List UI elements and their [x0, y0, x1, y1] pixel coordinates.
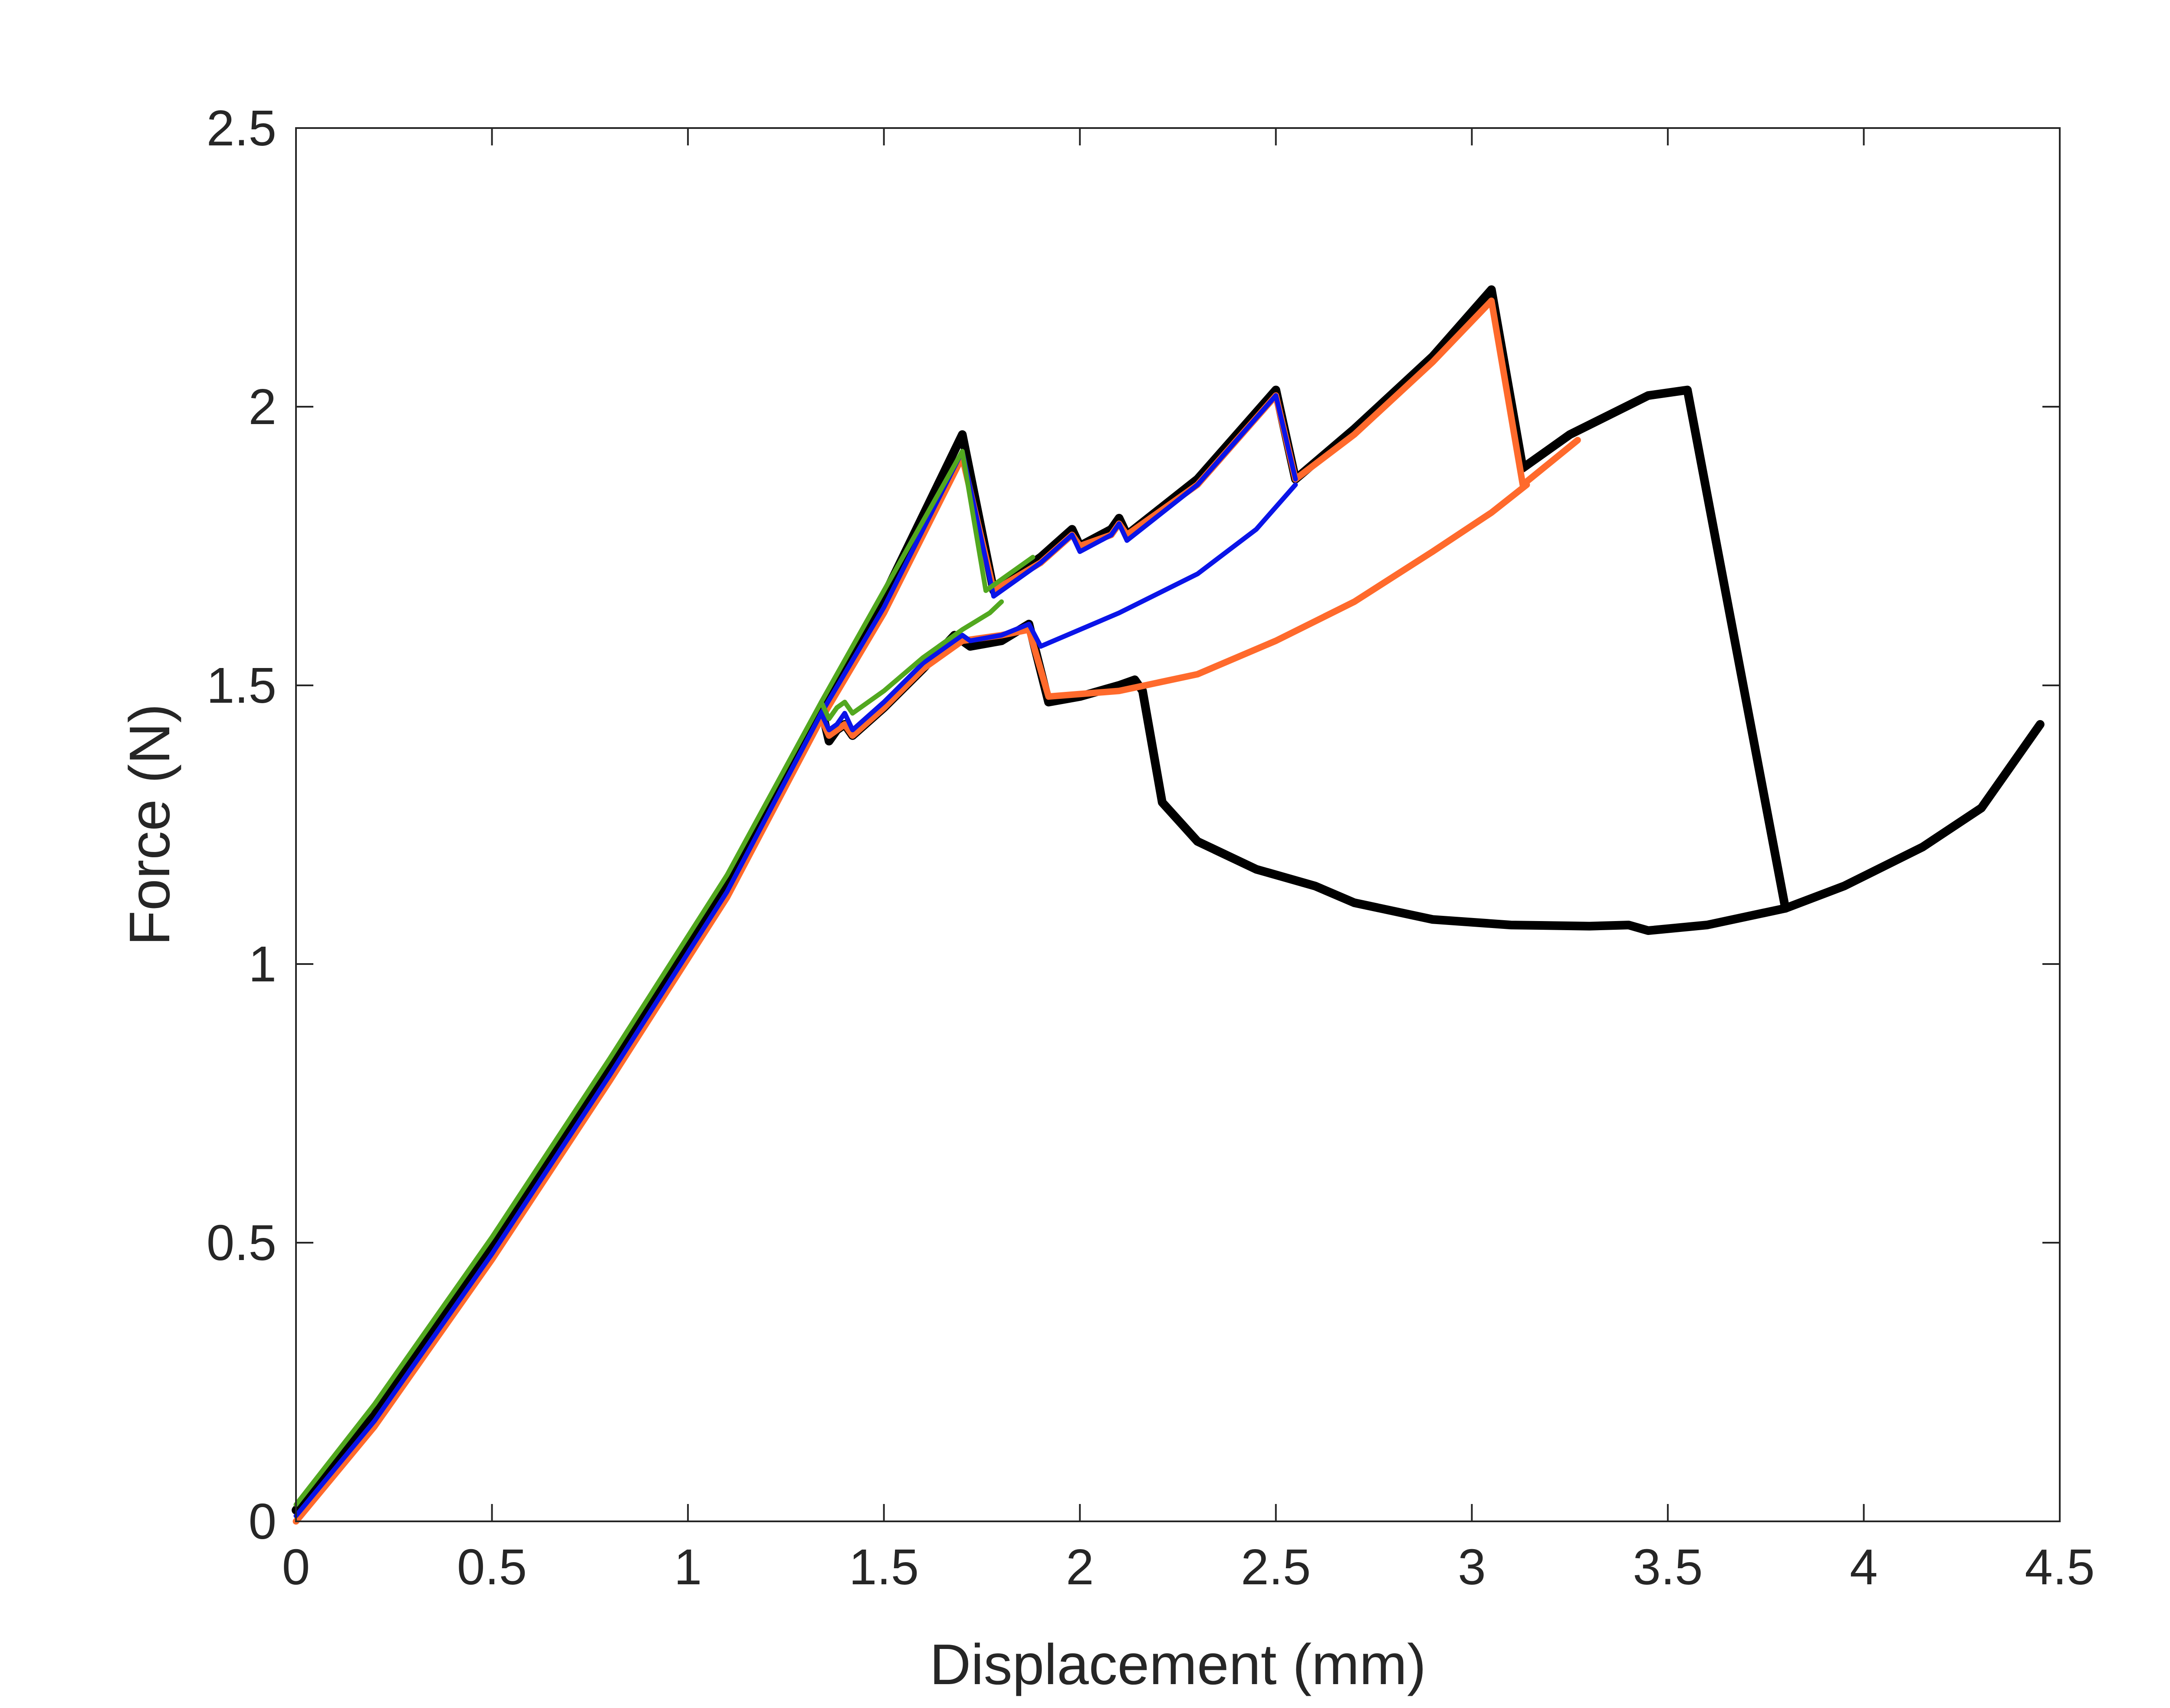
x-tick-label: 2.5	[1241, 1539, 1311, 1595]
x-tick-label: 0.5	[457, 1539, 527, 1595]
x-tick-label: 4	[1850, 1539, 1878, 1595]
y-tick-label: 2.5	[207, 100, 276, 156]
y-tick-label: 1	[248, 936, 276, 992]
x-tick-label: 4.5	[2025, 1539, 2094, 1595]
x-axis-label: Displacement (mm)	[930, 1632, 1426, 1696]
x-tick-label: 1	[674, 1539, 702, 1595]
y-tick-label: 1.5	[207, 657, 276, 714]
x-tick-label: 3.5	[1633, 1539, 1703, 1595]
y-ticks: 0 0.5 1 1.5 2 2.5	[207, 100, 2060, 1550]
series-line-blue	[293, 393, 1298, 1518]
y-tick-label: 2	[248, 378, 276, 435]
axes-frame	[295, 127, 2061, 1522]
series-line-orange-lower	[818, 481, 1530, 739]
x-ticks: 0 0.5 1 1.5 2 2.5 3 3.5 4 4.5	[282, 128, 2095, 1595]
x-tick-label: 1.5	[849, 1539, 919, 1595]
series-line-blue-lower	[819, 482, 1298, 733]
y-tick-label: 0.5	[207, 1214, 276, 1271]
x-tick-label: 0	[282, 1539, 310, 1595]
series-line-orange	[293, 297, 1581, 1525]
x-tick-label: 3	[1458, 1539, 1486, 1595]
x-tick-label: 2	[1066, 1539, 1094, 1595]
y-tick-label: 0	[248, 1493, 276, 1550]
y-axis-label: Force (N)	[118, 704, 181, 945]
series-line-green-lower	[819, 599, 1004, 721]
series-layer	[292, 285, 2045, 1525]
